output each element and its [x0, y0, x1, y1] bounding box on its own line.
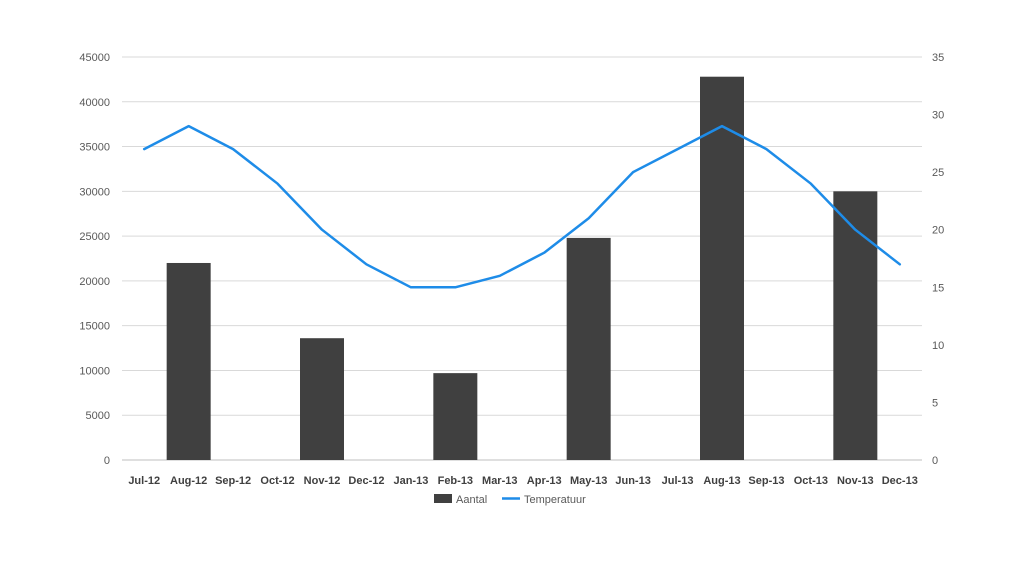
right-axis-tick-label: 25 [932, 167, 944, 179]
left-axis-tick-label: 40000 [79, 97, 110, 109]
x-axis-tick-label: Aug-13 [703, 475, 740, 487]
x-axis-tick-label: Jul-12 [128, 475, 160, 487]
left-axis-tick-label: 10000 [79, 365, 110, 377]
x-axis-tick-label: Sep-13 [748, 475, 784, 487]
x-axis-tick-label: Mar-13 [482, 475, 517, 487]
x-axis-tick-label: Sep-12 [215, 475, 251, 487]
x-axis-tick-label: Jul-13 [662, 475, 694, 487]
x-axis-tick-label: Oct-13 [794, 475, 828, 487]
x-axis-tick-label: Apr-13 [527, 475, 562, 487]
x-axis-tick-label: Nov-13 [837, 475, 874, 487]
x-axis: Jul-12 Aug-12 Sep-12 Oct-12 Nov-12 Dec-12 Jan-… [128, 475, 917, 487]
x-axis-tick-label: May-13 [570, 475, 607, 487]
right-axis-tick-label: 10 [932, 340, 944, 352]
gridlines [122, 56, 922, 461]
x-axis-tick-label: Dec-13 [882, 475, 918, 487]
right-axis-tick-label: 5 [932, 397, 938, 409]
bar-series-aantal [166, 76, 878, 461]
bar-aantal [833, 191, 878, 461]
right-axis-tick-label: 30 [932, 110, 944, 122]
legend-swatch-aantal [434, 494, 452, 503]
right-axis-tick-label: 15 [932, 282, 944, 294]
left-axis-tick-label: 45000 [79, 52, 110, 64]
x-axis-tick-label: Jun-13 [615, 475, 650, 487]
bar-aantal [566, 237, 611, 460]
bar-aantal [700, 76, 744, 461]
left-axis-tick-label: 0 [104, 455, 110, 467]
line-temperatuur [142, 124, 902, 289]
x-axis-tick-label: Feb-13 [438, 475, 473, 487]
right-axis-tick-label: 20 [932, 225, 944, 237]
left-axis: 0 5000 10000 15000 20000 25000 30000 35000 40000… [79, 52, 110, 467]
left-axis-tick-label: 5000 [86, 410, 110, 422]
bar-aantal [300, 338, 344, 460]
right-axis-tick-label: 35 [932, 52, 944, 64]
legend-label-temperatuur: Temperatuur [524, 494, 586, 506]
legend: Aantal Temperatuur [434, 494, 586, 506]
left-axis-tick-label: 35000 [79, 142, 110, 154]
left-axis-tick-label: 20000 [79, 276, 110, 288]
line-series-temperatuur [142, 124, 902, 289]
left-axis-tick-label: 30000 [79, 186, 110, 198]
x-axis-tick-label: Jan-13 [393, 475, 428, 487]
right-axis: 0 5 10 15 20 25 30 35 [932, 52, 944, 467]
legend-label-aantal: Aantal [456, 494, 487, 506]
x-axis-tick-label: Oct-12 [260, 475, 294, 487]
bar-aantal [166, 262, 211, 460]
right-axis-tick-label: 0 [932, 455, 938, 467]
x-axis-tick-label: Aug-12 [170, 475, 207, 487]
bar-aantal [433, 373, 478, 460]
x-axis-tick-label: Dec-12 [348, 475, 384, 487]
left-axis-tick-label: 25000 [79, 231, 110, 243]
left-axis-tick-label: 15000 [79, 321, 110, 333]
x-axis-tick-label: Nov-12 [304, 475, 341, 487]
